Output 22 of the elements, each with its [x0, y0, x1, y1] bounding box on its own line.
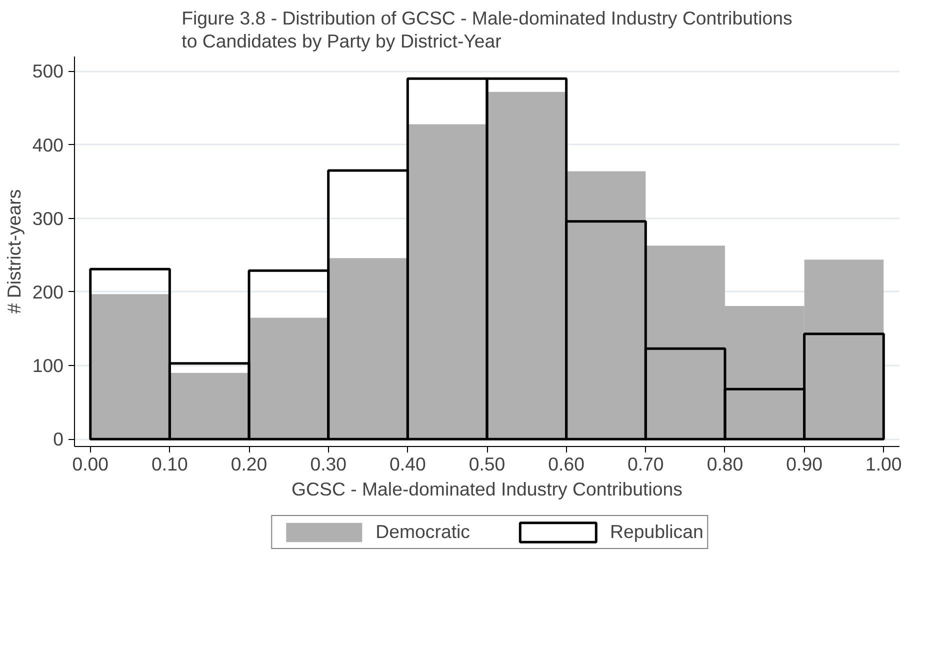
x-tick-label: 0.60 — [548, 454, 584, 474]
x-tick-label: 0.00 — [72, 454, 109, 474]
y-tick-label: 100 — [32, 355, 64, 376]
x-tick-label: 0.50 — [468, 454, 506, 474]
y-tick-label: 300 — [32, 208, 64, 229]
x-tick-label: 0.30 — [310, 454, 347, 474]
y-tick-label: 400 — [32, 134, 64, 156]
x-tick-label: 0.20 — [230, 454, 268, 474]
x-tick-label: 0.10 — [152, 454, 188, 474]
x-axis-title: GCSC - Male-dominated Industry Contributions — [292, 478, 682, 500]
y-tick-label: 0 — [53, 428, 64, 450]
chart-title: Figure 3.8 - Distribution of GCSC - Male-dominated Industry Contributions to Candidates by Party by District-Year — [182, 7, 792, 52]
y-tick-label: 500 — [32, 60, 64, 82]
y-tick-label: 200 — [32, 281, 64, 302]
x-tick-label: 0.70 — [628, 454, 664, 474]
legend-label: Democratic — [376, 521, 470, 543]
y-axis-title: # District-years — [3, 189, 24, 314]
x-tick-label: 0.40 — [390, 454, 426, 474]
x-tick-label: 0.80 — [706, 454, 744, 474]
legend-label: Republican — [610, 521, 704, 543]
x-tick-label: 0.90 — [786, 454, 822, 474]
x-tick-label: 1.00 — [865, 454, 902, 474]
